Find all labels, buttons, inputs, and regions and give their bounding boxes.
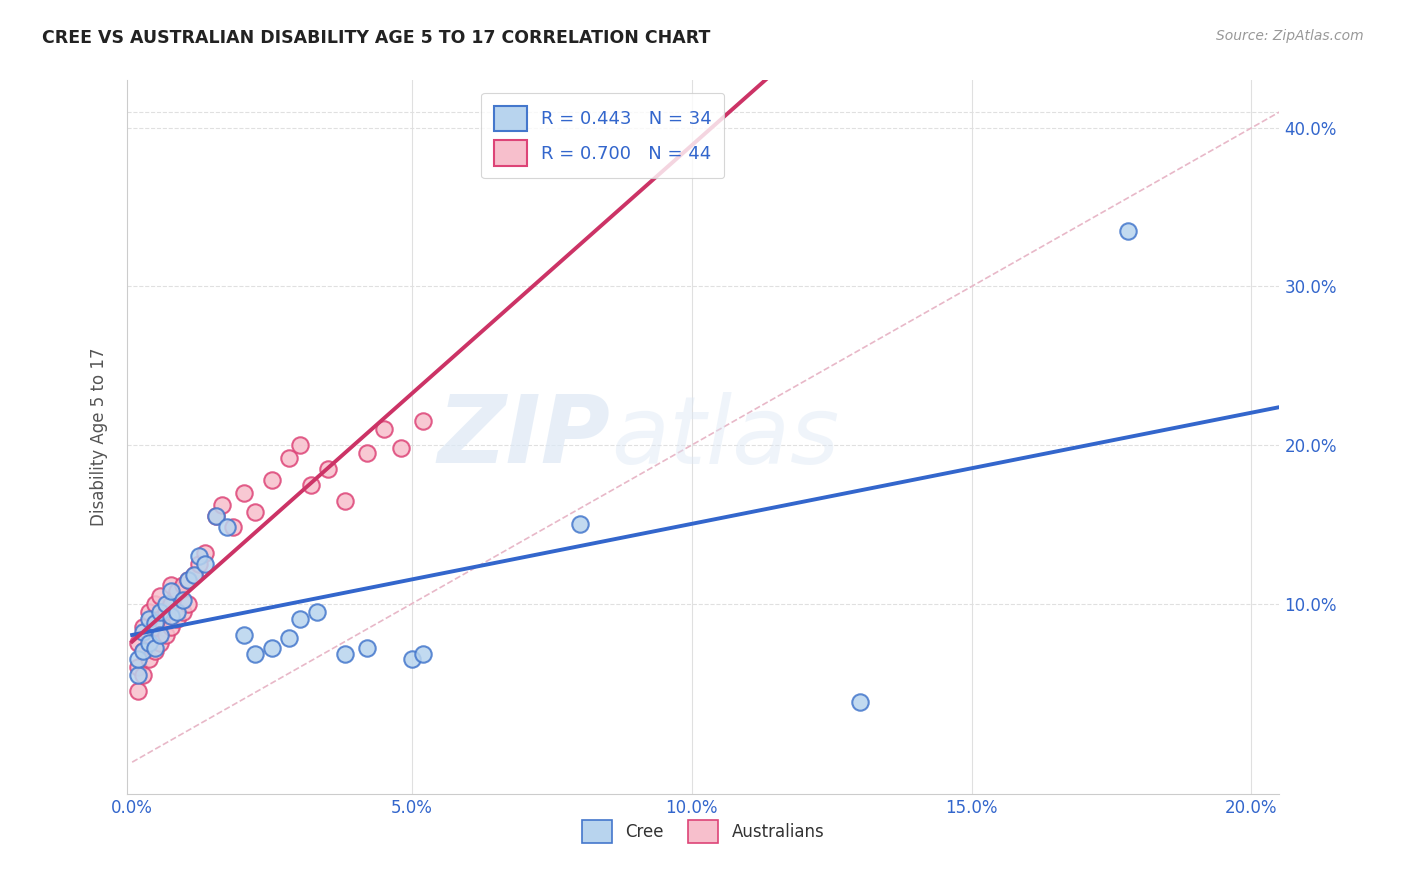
Point	[149, 589, 172, 603]
Point	[333, 648, 356, 662]
Point	[149, 612, 172, 626]
Point	[356, 446, 378, 460]
Point	[183, 568, 205, 582]
Point	[160, 620, 183, 634]
Point	[333, 493, 356, 508]
Point	[1118, 224, 1140, 238]
Point	[233, 485, 256, 500]
Point	[149, 636, 172, 650]
Point	[205, 509, 228, 524]
Point	[155, 605, 177, 619]
Point	[155, 628, 177, 642]
Legend: Cree, Australians: Cree, Australians	[575, 813, 831, 850]
Point	[132, 644, 155, 658]
Point	[132, 644, 155, 658]
Point	[166, 583, 188, 598]
Point	[188, 557, 211, 571]
Point	[233, 628, 256, 642]
Point	[260, 473, 283, 487]
Point	[127, 660, 149, 674]
Point	[177, 573, 200, 587]
Point	[138, 652, 160, 666]
Point	[305, 605, 328, 619]
Point	[848, 695, 870, 709]
Point	[412, 648, 434, 662]
Point	[149, 605, 172, 619]
Point	[166, 605, 188, 619]
Point	[288, 438, 311, 452]
Point	[389, 441, 412, 455]
Point	[149, 628, 172, 642]
Point	[166, 612, 188, 626]
Y-axis label: Disability Age 5 to 17: Disability Age 5 to 17	[90, 348, 108, 526]
Point	[373, 422, 395, 436]
Point	[160, 609, 183, 624]
Point	[127, 636, 149, 650]
Point	[299, 477, 322, 491]
Point	[160, 577, 183, 591]
Point	[183, 568, 205, 582]
Point	[172, 577, 194, 591]
Point	[217, 520, 239, 534]
Point	[316, 462, 339, 476]
Point	[412, 414, 434, 428]
Point	[172, 605, 194, 619]
Point	[222, 520, 245, 534]
Point	[568, 517, 591, 532]
Point	[277, 632, 299, 646]
Point	[143, 640, 166, 655]
Point	[143, 615, 166, 630]
Text: Source: ZipAtlas.com: Source: ZipAtlas.com	[1216, 29, 1364, 43]
Point	[138, 628, 160, 642]
Point	[211, 498, 233, 512]
Point	[172, 593, 194, 607]
Point	[132, 620, 155, 634]
Point	[177, 573, 200, 587]
Point	[138, 612, 160, 626]
Point	[277, 450, 299, 465]
Point	[245, 505, 267, 519]
Point	[143, 597, 166, 611]
Point	[401, 652, 423, 666]
Text: atlas: atlas	[610, 392, 839, 483]
Point	[177, 597, 200, 611]
Point	[194, 557, 217, 571]
Text: CREE VS AUSTRALIAN DISABILITY AGE 5 TO 17 CORRELATION CHART: CREE VS AUSTRALIAN DISABILITY AGE 5 TO 1…	[42, 29, 710, 46]
Point	[260, 640, 283, 655]
Point	[138, 636, 160, 650]
Text: ZIP: ZIP	[437, 391, 610, 483]
Point	[188, 549, 211, 563]
Point	[127, 652, 149, 666]
Point	[143, 620, 166, 634]
Point	[127, 683, 149, 698]
Point	[245, 648, 267, 662]
Point	[132, 625, 155, 640]
Point	[288, 612, 311, 626]
Point	[138, 605, 160, 619]
Point	[205, 509, 228, 524]
Point	[127, 668, 149, 682]
Point	[160, 597, 183, 611]
Point	[160, 583, 183, 598]
Point	[194, 546, 217, 560]
Point	[356, 640, 378, 655]
Point	[132, 668, 155, 682]
Point	[143, 644, 166, 658]
Point	[155, 597, 177, 611]
